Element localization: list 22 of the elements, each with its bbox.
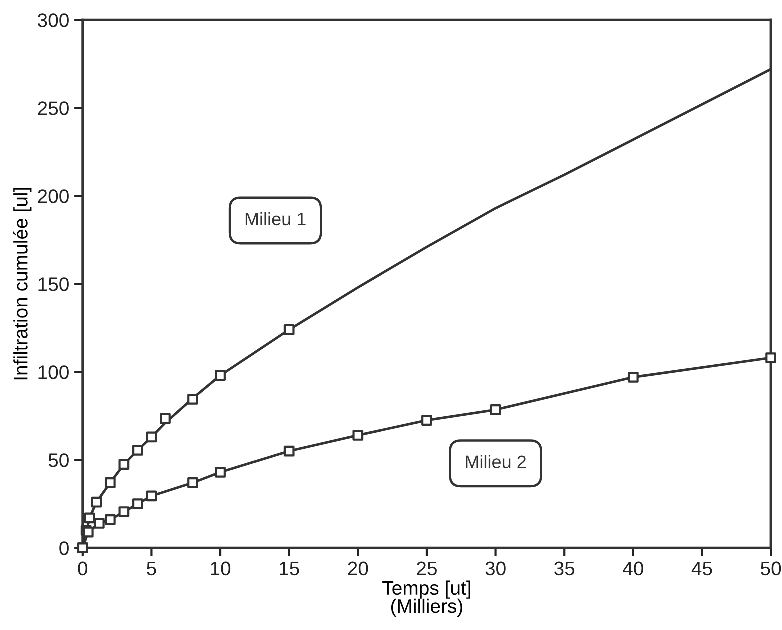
x-tick-label: 5 xyxy=(147,562,156,576)
x-tick-label: 30 xyxy=(486,562,506,576)
x-tick-label: 15 xyxy=(280,562,300,576)
x-tick-label: 50 xyxy=(761,562,782,576)
x-tick-label: 45 xyxy=(692,562,712,576)
x-tick-label: 0 xyxy=(78,562,88,576)
y-tick-label: 300 xyxy=(38,14,69,28)
text: Milieu 1 xyxy=(246,212,306,226)
x-tick-label: 10 xyxy=(211,562,231,576)
x-tick-label: 20 xyxy=(348,562,368,576)
y-tick-label: 100 xyxy=(38,366,69,380)
y-axis-title: Infiltration cumulée [ul] xyxy=(13,188,32,380)
x-tick-label: 25 xyxy=(417,562,437,576)
x-tick-label: 35 xyxy=(554,562,575,576)
y-tick-label: 0 xyxy=(60,542,69,556)
y-tick-label: 50 xyxy=(48,454,69,468)
y-tick-label: 200 xyxy=(38,190,69,204)
x-axis-title: Temps [ut] (Milliers) xyxy=(382,580,470,618)
y-tick-label: 250 xyxy=(38,102,69,116)
x-tick-label: 40 xyxy=(623,562,644,576)
text: Milieu 2 xyxy=(466,455,526,468)
y-tick-label: 150 xyxy=(38,278,69,292)
